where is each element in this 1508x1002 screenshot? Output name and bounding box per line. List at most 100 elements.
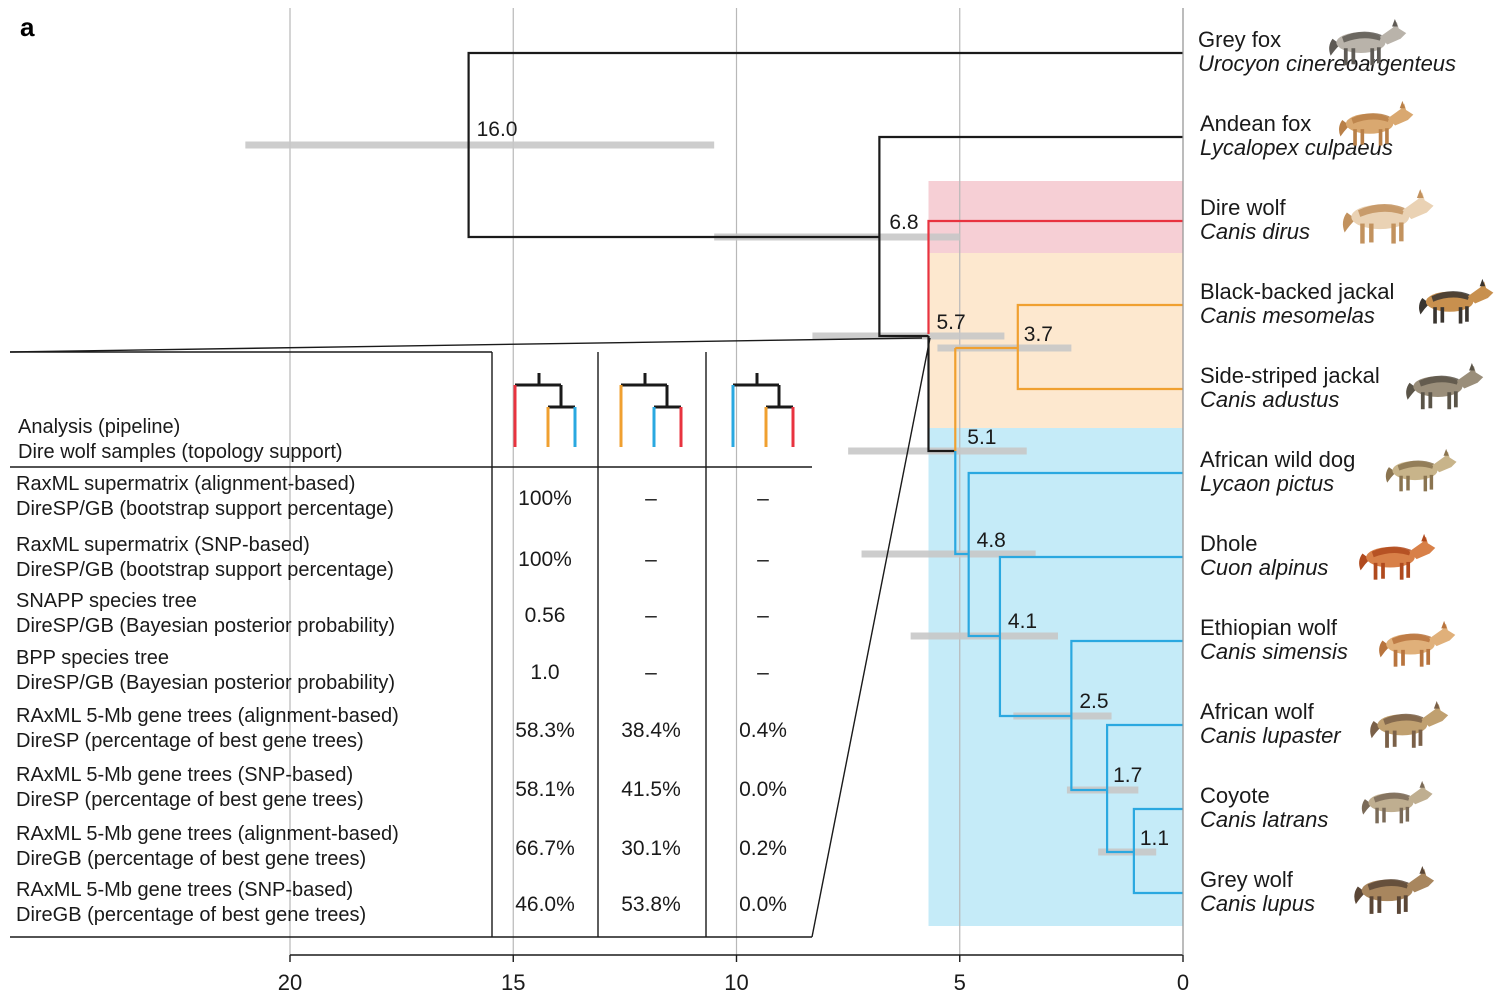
- table-cell-value: 41.5%: [621, 778, 681, 801]
- topology-3-icon: [731, 373, 795, 447]
- table-header-line1: Analysis (pipeline): [18, 416, 180, 438]
- table-cell-value: –: [645, 548, 657, 571]
- leg: [1396, 896, 1401, 914]
- ear: [1433, 700, 1440, 709]
- taxon-scientific-name: Canis latrans: [1200, 807, 1328, 832]
- head: [1406, 868, 1435, 893]
- grey-fox-illustration: [1329, 18, 1407, 66]
- dire-wolf-illustration: [1342, 189, 1434, 244]
- table-cell-value: –: [645, 487, 657, 510]
- leg: [1440, 307, 1445, 323]
- leg: [1378, 129, 1383, 146]
- leg: [1399, 222, 1404, 242]
- table-cell-value: –: [645, 604, 657, 627]
- table-row-samples: DireSP/GB (Bayesian posterior probabilit…: [16, 615, 395, 637]
- taxon-common-name: African wolf: [1200, 699, 1315, 724]
- taxon-scientific-name: Canis lupus: [1200, 891, 1315, 916]
- leg: [1351, 48, 1356, 65]
- table-row-samples: DireSP/GB (bootstrap support percentage): [16, 498, 394, 520]
- grey-wolf-illustration: [1354, 865, 1435, 914]
- head: [1408, 783, 1433, 805]
- ear: [1416, 189, 1424, 198]
- table-cell-value: –: [645, 661, 657, 684]
- leg: [1399, 475, 1403, 492]
- leg: [1406, 561, 1411, 578]
- node-age-label: 3.7: [1024, 323, 1053, 346]
- leg: [1447, 392, 1452, 410]
- table-cell-value: 58.3%: [515, 719, 575, 742]
- branch-node-5-7: [927, 336, 956, 453]
- head: [1429, 623, 1456, 647]
- back: [1383, 713, 1424, 725]
- leg: [1426, 648, 1431, 665]
- leg: [1429, 474, 1434, 490]
- table-cell-value: 46.0%: [515, 893, 575, 916]
- leg: [1399, 562, 1404, 580]
- node-age-label: 2.5: [1079, 690, 1108, 713]
- african-wolf-illustration: [1370, 700, 1449, 748]
- taxon-common-name: Coyote: [1200, 783, 1270, 808]
- head: [1456, 365, 1484, 389]
- back: [1342, 31, 1382, 43]
- axis-tick-label: 20: [278, 970, 302, 995]
- leg: [1360, 129, 1365, 145]
- taxon-scientific-name: Canis mesomelas: [1200, 303, 1375, 328]
- table-cell-value: 0.0%: [739, 893, 787, 916]
- node-age-label: 1.7: [1113, 764, 1142, 787]
- branch-ethiopian-wolf: [1070, 639, 1183, 792]
- taxon-scientific-name: Canis dirus: [1200, 219, 1310, 244]
- table-row-samples: DireSP (percentage of best gene trees): [16, 789, 364, 811]
- table-row-analysis: RaxML supermatrix (alignment-based): [16, 473, 355, 495]
- taxon-common-name: Grey fox: [1198, 27, 1281, 52]
- branch-dhole: [998, 555, 1183, 718]
- node-age-label: 5.1: [967, 426, 996, 449]
- back: [1351, 113, 1390, 124]
- taxon-scientific-name: Canis adustus: [1200, 387, 1339, 412]
- table-cell-value: 58.1%: [515, 778, 575, 801]
- branch-grey-fox: [467, 51, 1183, 239]
- topology-branch: [548, 385, 575, 409]
- axis-tick-label: 5: [954, 970, 966, 995]
- leg: [1369, 896, 1374, 914]
- leg: [1353, 129, 1357, 146]
- panel-label: a: [20, 12, 35, 42]
- table-row-analysis: RAxML 5-Mb gene trees (SNP-based): [16, 879, 353, 901]
- african-wild-dog-illustration: [1385, 448, 1457, 492]
- leg: [1385, 128, 1389, 144]
- table-row-analysis: RaxML supermatrix (SNP-based): [16, 534, 310, 556]
- head: [1402, 192, 1434, 220]
- axis-tick-label: 15: [501, 970, 525, 995]
- branch-andean-fox: [878, 135, 1183, 338]
- dhole-illustration: [1359, 533, 1436, 580]
- topology-2-icon: [619, 373, 683, 447]
- branch-african-wild-dog: [967, 471, 1183, 638]
- leg: [1382, 807, 1386, 823]
- node-age-label: 6.8: [889, 211, 918, 234]
- table-cell-value: 30.1%: [621, 837, 681, 860]
- leg: [1465, 306, 1469, 322]
- taxon-common-name: Dire wolf: [1200, 195, 1286, 220]
- leg: [1399, 807, 1404, 824]
- leg: [1392, 730, 1397, 747]
- head: [1467, 281, 1494, 304]
- node-age-label: 5.7: [936, 311, 965, 334]
- branch-coyote-grey-wolf: [1132, 807, 1183, 895]
- topology-branch: [654, 385, 681, 409]
- jackal-band: [928, 253, 1183, 428]
- table-cell-value: 0.2%: [739, 837, 787, 860]
- taxon-common-name: Ethiopian wolf: [1200, 615, 1338, 640]
- ear: [1469, 362, 1475, 371]
- node-age-label: 4.1: [1008, 610, 1037, 633]
- table-cell-value: 0.0%: [739, 778, 787, 801]
- head: [1387, 103, 1414, 126]
- ear: [1441, 620, 1447, 629]
- ear: [1443, 448, 1449, 456]
- table-row-analysis: RAxML 5-Mb gene trees (alignment-based): [16, 705, 399, 727]
- taxon-scientific-name: Urocyon cinereoargenteus: [1198, 51, 1456, 76]
- leg: [1376, 47, 1381, 64]
- leg: [1403, 895, 1408, 912]
- taxon-scientific-name: Lycaon pictus: [1200, 471, 1334, 496]
- taxon-common-name: Side-striped jackal: [1200, 363, 1380, 388]
- taxon-scientific-name: Canis simensis: [1200, 639, 1348, 664]
